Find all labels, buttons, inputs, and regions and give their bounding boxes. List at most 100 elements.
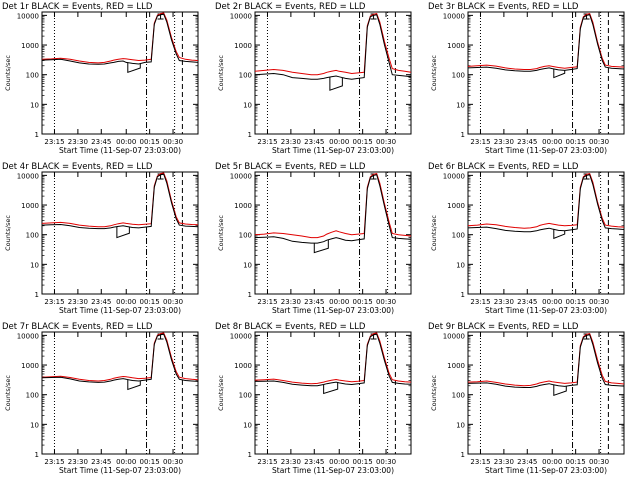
plot-frame <box>467 171 625 295</box>
panel-title: Det 6r BLACK = Events, RED = LLD <box>428 162 579 172</box>
y-tick-label: 10000 <box>443 12 465 20</box>
lld-rate-line <box>41 12 199 64</box>
lld-rate-line <box>254 173 412 239</box>
event-rate-dip <box>127 62 141 74</box>
event-rate-line <box>41 333 199 383</box>
lld-rate-line <box>41 172 199 228</box>
y-axis-label: Counts/sec <box>430 215 438 251</box>
event-rate-dip <box>553 229 566 240</box>
x-tick-label: 23:15 <box>44 298 64 306</box>
x-tick-label: 00:30 <box>589 138 609 146</box>
x-axis-label: Start Time (11-Sep-07 23:03:00) <box>59 466 181 475</box>
lld-rate-line <box>254 332 412 385</box>
plot-frame <box>467 331 625 455</box>
y-tick-label: 1000 <box>234 362 252 370</box>
plot-frame <box>254 331 412 455</box>
x-tick-label: 23:30 <box>281 458 301 466</box>
panel-title: Det 4r BLACK = Events, RED = LLD <box>2 162 153 172</box>
x-tick-label: 23:45 <box>517 298 537 306</box>
event-rate-line <box>254 333 412 387</box>
x-tick-label: 23:30 <box>281 138 301 146</box>
x-tick-label: 00:30 <box>589 458 609 466</box>
y-tick-label: 10 <box>456 101 465 109</box>
x-axis-label: Start Time (11-Sep-07 23:03:00) <box>485 306 607 315</box>
y-tick-label: 1000 <box>234 42 252 50</box>
y-tick-label: 10 <box>30 421 39 429</box>
y-tick-label: 1000 <box>447 42 465 50</box>
x-tick-label: 23:15 <box>44 138 64 146</box>
y-tick-label: 100 <box>239 232 252 240</box>
x-tick-label: 00:30 <box>589 298 609 306</box>
x-tick-label: 00:15 <box>140 138 160 146</box>
plot-frame <box>41 331 199 455</box>
y-tick-label: 100 <box>239 392 252 400</box>
x-tick-label: 00:00 <box>542 298 562 306</box>
panel-title: Det 7r BLACK = Events, RED = LLD <box>2 322 153 332</box>
x-tick-label: 00:15 <box>353 138 373 146</box>
x-tick-label: 23:45 <box>91 138 111 146</box>
event-rate-line <box>41 13 199 65</box>
x-tick-label: 23:45 <box>91 458 111 466</box>
event-rate-dip <box>116 226 130 239</box>
event-rate-dip <box>127 379 141 391</box>
x-tick-label: 23:15 <box>257 298 277 306</box>
detector-panel-8: Det 8r BLACK = Events, RED = LLD 1 10 100 10… <box>215 322 412 475</box>
lld-rate-line <box>467 333 625 387</box>
x-tick-label: 23:45 <box>304 298 324 306</box>
x-tick-label: 00:15 <box>566 458 586 466</box>
y-axis-label: Counts/sec <box>217 375 225 411</box>
panel-title: Det 1r BLACK = Events, RED = LLD <box>2 2 153 12</box>
x-tick-label: 00:15 <box>140 298 160 306</box>
x-tick-label: 23:30 <box>494 138 514 146</box>
x-tick-label: 00:00 <box>329 298 349 306</box>
x-axis-label: Start Time (11-Sep-07 23:03:00) <box>485 146 607 155</box>
y-tick-label: 10000 <box>443 172 465 180</box>
y-axis-label: Counts/sec <box>430 375 438 411</box>
x-tick-label: 23:15 <box>470 298 490 306</box>
y-tick-label: 1 <box>248 131 252 139</box>
detector-panel-6: Det 6r BLACK = Events, RED = LLD 1 10 100 10… <box>428 162 625 315</box>
event-rate-line <box>254 174 412 244</box>
x-tick-label: 00:00 <box>542 138 562 146</box>
y-tick-label: 10 <box>30 101 39 109</box>
x-tick-label: 23:30 <box>68 138 88 146</box>
y-axis-label: Counts/sec <box>4 215 12 251</box>
event-rate-dip <box>313 239 329 254</box>
plot-frame <box>41 11 199 135</box>
x-axis-label: Start Time (11-Sep-07 23:03:00) <box>485 466 607 475</box>
y-axis-label: Counts/sec <box>4 375 12 411</box>
x-tick-label: 23:15 <box>470 458 490 466</box>
panel-title: Det 5r BLACK = Events, RED = LLD <box>215 162 366 172</box>
x-tick-label: 00:00 <box>116 458 136 466</box>
x-tick-label: 23:30 <box>494 298 514 306</box>
y-tick-label: 10 <box>30 261 39 269</box>
y-tick-label: 1000 <box>21 362 39 370</box>
x-axis-label: Start Time (11-Sep-07 23:03:00) <box>272 466 394 475</box>
detector-panel-7: Det 7r BLACK = Events, RED = LLD 1 10 100 10… <box>2 322 199 475</box>
y-tick-label: 10 <box>456 421 465 429</box>
event-rate-line <box>467 334 625 388</box>
y-tick-label: 10000 <box>17 172 39 180</box>
x-tick-label: 00:00 <box>542 458 562 466</box>
y-tick-label: 1 <box>35 131 39 139</box>
x-tick-label: 00:15 <box>566 298 586 306</box>
x-tick-label: 23:30 <box>68 458 88 466</box>
y-tick-label: 10 <box>243 101 252 109</box>
y-tick-label: 100 <box>452 72 465 80</box>
y-tick-label: 10000 <box>230 12 252 20</box>
x-tick-label: 23:15 <box>470 138 490 146</box>
panel-title: Det 2r BLACK = Events, RED = LLD <box>215 2 366 12</box>
event-rate-line <box>41 173 199 230</box>
y-axis-label: Counts/sec <box>217 215 225 251</box>
detector-panel-2: Det 2r BLACK = Events, RED = LLD 1 10 100 10… <box>215 2 412 155</box>
event-rate-line <box>467 174 625 233</box>
y-tick-label: 100 <box>452 232 465 240</box>
event-rate-dip <box>553 384 567 397</box>
y-axis-label: Counts/sec <box>217 55 225 91</box>
x-tick-label: 23:15 <box>44 458 64 466</box>
y-tick-label: 10 <box>456 261 465 269</box>
x-tick-label: 23:30 <box>494 458 514 466</box>
x-tick-label: 23:45 <box>304 458 324 466</box>
x-axis-label: Start Time (11-Sep-07 23:03:00) <box>272 146 394 155</box>
